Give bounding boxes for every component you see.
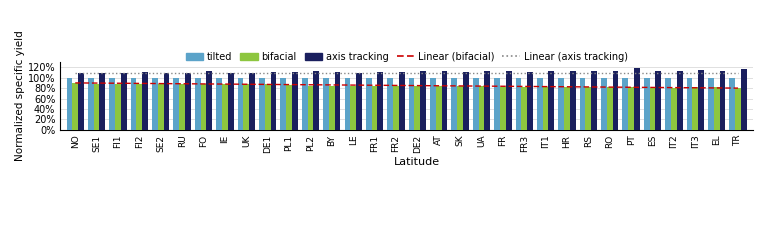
Bar <box>435 86 442 130</box>
Bar <box>329 86 335 130</box>
Bar <box>521 87 527 130</box>
Bar <box>377 72 383 130</box>
Bar <box>548 71 554 130</box>
Bar <box>292 72 298 130</box>
Bar <box>613 71 618 130</box>
Bar <box>265 84 270 130</box>
Bar <box>94 84 100 130</box>
Bar <box>442 71 448 130</box>
Bar <box>671 88 677 130</box>
Bar <box>698 70 704 130</box>
Bar <box>67 78 72 130</box>
Bar <box>115 84 121 130</box>
Bar <box>409 78 415 130</box>
Bar <box>634 68 640 130</box>
Bar <box>650 87 655 130</box>
Bar <box>485 71 490 130</box>
Bar <box>607 87 613 130</box>
Bar <box>399 72 405 130</box>
Bar <box>249 73 255 130</box>
Bar <box>473 78 478 130</box>
Legend: tilted, bifacial, axis tracking, Linear (bifacial), Linear (axis tracking): tilted, bifacial, axis tracking, Linear … <box>182 48 631 66</box>
Text: Latitude: Latitude <box>394 157 440 167</box>
Bar <box>131 78 137 130</box>
Bar <box>121 73 127 130</box>
Bar <box>515 78 521 130</box>
Bar <box>158 84 164 130</box>
Bar <box>345 78 350 130</box>
Bar <box>217 78 222 130</box>
Bar <box>109 78 115 130</box>
Bar <box>280 78 286 130</box>
Bar <box>286 85 292 130</box>
Bar <box>452 78 457 130</box>
Bar <box>687 78 693 130</box>
Bar <box>478 86 485 130</box>
Bar <box>356 73 362 130</box>
Bar <box>585 87 591 130</box>
Bar <box>494 78 500 130</box>
Bar <box>457 86 463 130</box>
Bar <box>185 73 190 130</box>
Bar <box>720 71 725 130</box>
Bar <box>259 78 265 130</box>
Bar <box>730 78 735 130</box>
Bar <box>72 83 78 130</box>
Bar <box>323 78 329 130</box>
Bar <box>270 72 276 130</box>
Bar <box>677 71 683 130</box>
Bar <box>644 78 650 130</box>
Bar <box>543 87 548 130</box>
Bar <box>307 86 313 130</box>
Bar <box>665 78 671 130</box>
Bar <box>506 71 511 130</box>
Bar <box>243 84 249 130</box>
Bar <box>735 88 741 130</box>
Bar <box>430 78 435 130</box>
Bar <box>415 86 420 130</box>
Bar <box>302 78 307 130</box>
Bar <box>313 72 319 130</box>
Bar <box>88 78 94 130</box>
Bar <box>628 87 634 130</box>
Y-axis label: Normalized specific yield: Normalized specific yield <box>15 31 25 161</box>
Bar <box>174 78 179 130</box>
Bar <box>558 78 564 130</box>
Bar <box>741 69 746 130</box>
Bar <box>580 78 585 130</box>
Bar <box>78 73 84 130</box>
Bar <box>350 86 356 130</box>
Bar <box>500 87 506 130</box>
Bar <box>200 84 207 130</box>
Bar <box>222 84 228 130</box>
Bar <box>393 86 399 130</box>
Bar <box>527 72 533 130</box>
Bar <box>713 87 720 130</box>
Bar <box>591 71 597 130</box>
Bar <box>387 78 393 130</box>
Bar <box>195 78 200 130</box>
Bar <box>207 72 212 130</box>
Bar <box>601 78 607 130</box>
Bar <box>420 72 426 130</box>
Bar <box>537 78 543 130</box>
Bar <box>570 71 576 130</box>
Bar <box>623 78 628 130</box>
Bar <box>179 84 185 130</box>
Bar <box>137 84 142 130</box>
Bar <box>100 73 105 130</box>
Bar <box>366 78 372 130</box>
Bar <box>655 71 661 130</box>
Bar <box>693 87 698 130</box>
Bar <box>463 72 468 130</box>
Bar <box>228 73 233 130</box>
Bar <box>564 87 570 130</box>
Bar <box>335 72 340 130</box>
Bar <box>152 78 158 130</box>
Bar <box>237 78 243 130</box>
Bar <box>142 72 148 130</box>
Bar <box>372 86 377 130</box>
Bar <box>708 78 713 130</box>
Bar <box>164 73 170 130</box>
